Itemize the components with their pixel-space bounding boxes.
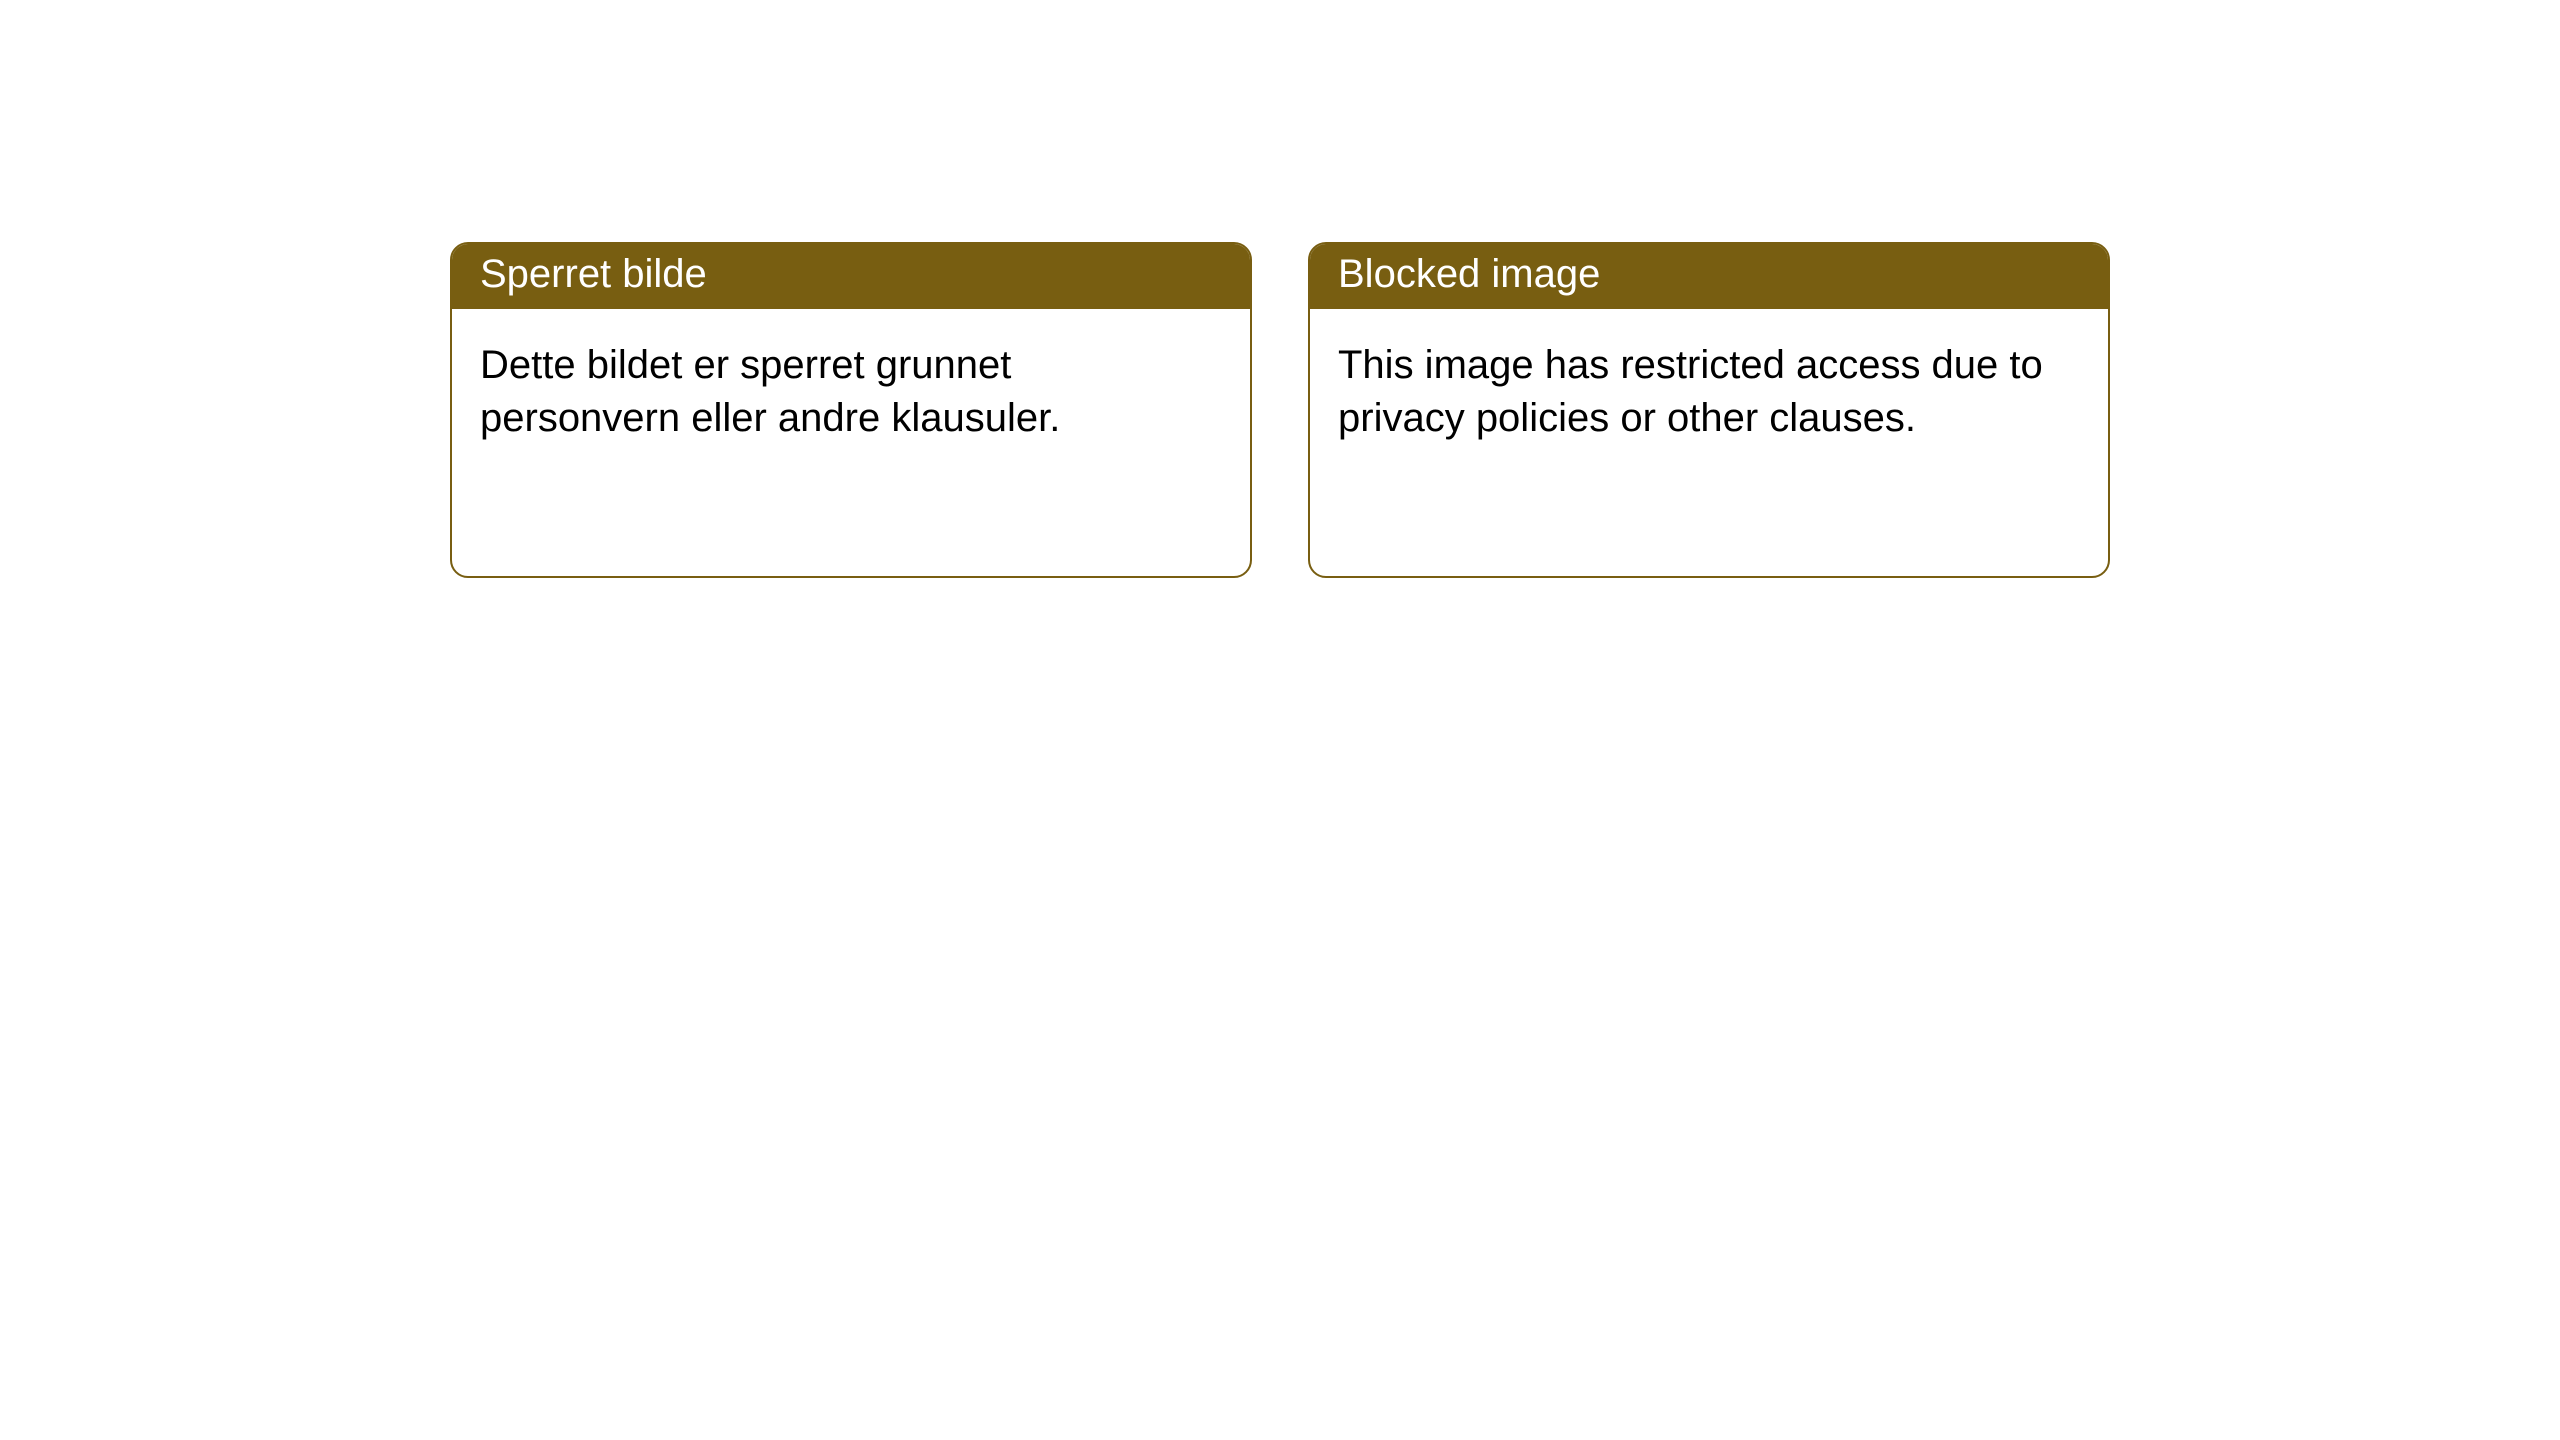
notice-card-english: Blocked image This image has restricted … — [1308, 242, 2110, 578]
card-header-english: Blocked image — [1310, 244, 2108, 309]
notice-container: Sperret bilde Dette bildet er sperret gr… — [0, 0, 2560, 578]
notice-card-norwegian: Sperret bilde Dette bildet er sperret gr… — [450, 242, 1252, 578]
card-body-norwegian: Dette bildet er sperret grunnet personve… — [452, 309, 1250, 475]
card-header-norwegian: Sperret bilde — [452, 244, 1250, 309]
card-body-english: This image has restricted access due to … — [1310, 309, 2108, 475]
